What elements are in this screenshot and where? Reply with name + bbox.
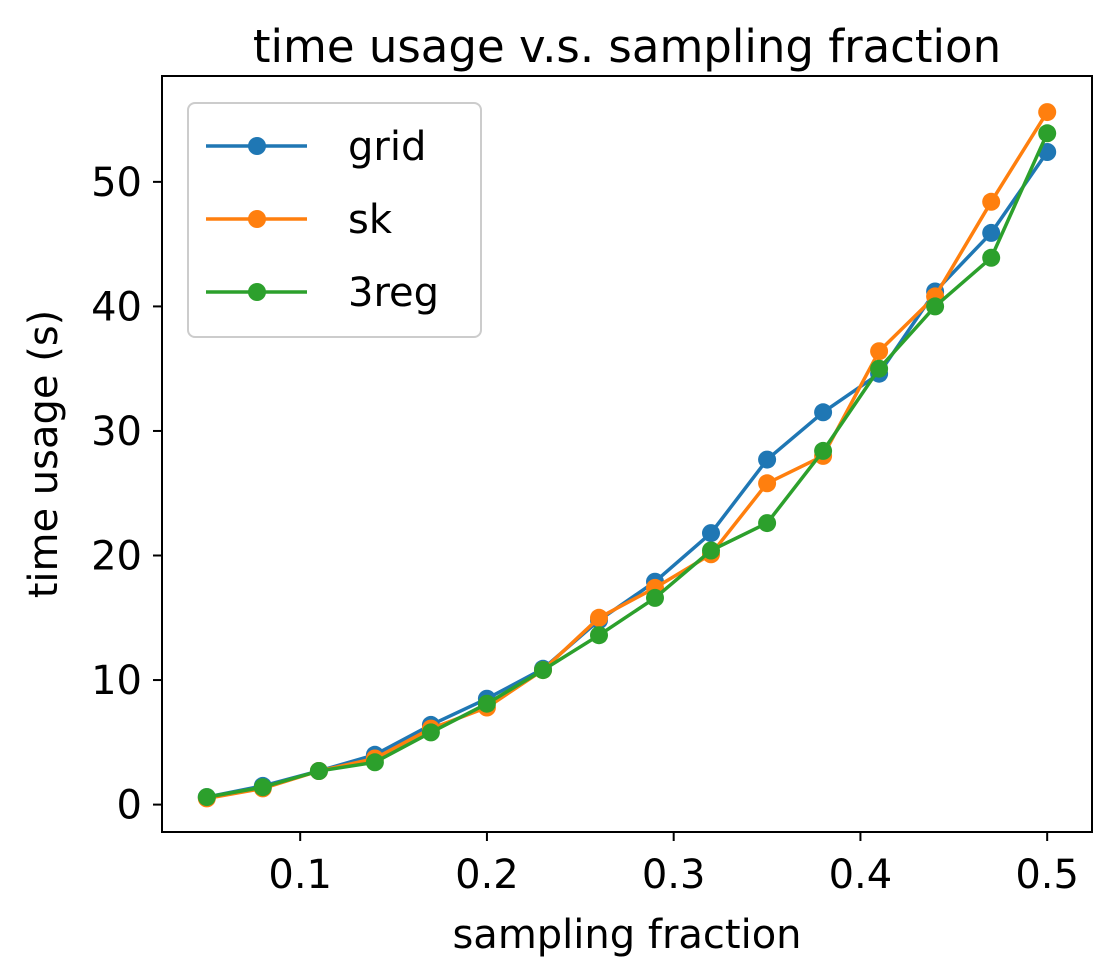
data-point (1038, 103, 1057, 122)
data-point (590, 626, 608, 645)
data-point (758, 450, 777, 469)
data-point (197, 788, 216, 807)
legend-label: 3reg (348, 270, 439, 316)
legend-entry-3reg: 3reg (206, 270, 439, 316)
series-line (206, 111, 1049, 801)
legend: grid sk 3reg (187, 102, 482, 338)
x-tick-label: 0.2 (455, 852, 519, 898)
legend-marker (248, 283, 266, 301)
legend-entry-grid: grid (206, 124, 426, 170)
y-tick-label: 40 (91, 284, 142, 330)
x-tick-label: 0.5 (1015, 852, 1079, 898)
x-tick-label: 0.1 (268, 852, 332, 898)
data-point (534, 661, 552, 680)
series-3reg (197, 124, 1057, 807)
data-point (982, 223, 1001, 242)
legend-label: sk (348, 197, 393, 243)
legend-label: grid (348, 124, 426, 170)
data-point (646, 588, 664, 607)
data-point (590, 608, 608, 627)
data-point (870, 342, 889, 361)
data-point (365, 753, 384, 772)
y-tick-label: 0 (117, 783, 142, 829)
legend-marker (248, 137, 266, 155)
data-point (982, 192, 1001, 211)
y-tick-label: 10 (91, 658, 142, 704)
series-layer (197, 103, 1057, 808)
data-point (758, 514, 777, 533)
chart-title: time usage v.s. sampling fraction (253, 20, 1001, 73)
y-tick-label: 30 (91, 409, 142, 455)
data-point (309, 762, 328, 780)
data-point (870, 359, 889, 378)
series-line (206, 132, 1049, 799)
data-point (702, 541, 720, 560)
data-point (253, 778, 272, 797)
data-point (421, 723, 440, 742)
legend-marker (248, 210, 266, 228)
data-point (814, 403, 833, 422)
data-point (982, 248, 1001, 267)
data-point (477, 694, 496, 713)
x-axis-label: sampling fraction (452, 912, 801, 958)
data-point (814, 441, 833, 460)
data-point (758, 474, 777, 493)
legend-frame (187, 102, 482, 338)
x-tick-label: 0.3 (642, 852, 706, 898)
data-point (1038, 124, 1057, 143)
x-axis-ticks: 0.1 0.2 0.3 0.4 0.5 (268, 832, 1079, 898)
plot-frame (161, 75, 1093, 833)
y-tick-label: 20 (91, 534, 142, 580)
x-tick-label: 0.4 (829, 852, 893, 898)
data-point (926, 297, 945, 316)
y-axis-ticks: 0 10 20 30 40 50 (91, 160, 162, 829)
plot-area (161, 75, 1093, 833)
legend-entry-sk: sk (206, 197, 393, 243)
data-point (702, 524, 720, 543)
y-tick-label: 50 (91, 160, 142, 206)
y-axis-label: time usage (s) (21, 310, 67, 599)
